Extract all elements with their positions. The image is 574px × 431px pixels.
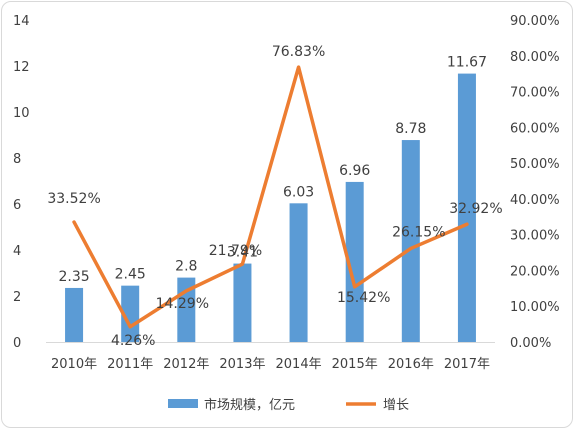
line-data-label: 76.83% (272, 44, 325, 60)
bar (65, 287, 84, 342)
bar (289, 203, 308, 342)
line-data-label: 26.15% (392, 224, 445, 240)
y-left-tick-label: 2 (13, 290, 21, 305)
y-right-tick-label: 90.00% (510, 14, 560, 29)
bar (345, 181, 364, 342)
y-right-tick-label: 80.00% (510, 50, 560, 65)
y-right-tick-label: 0.00% (510, 336, 551, 351)
y-right-tick-label: 70.00% (510, 86, 560, 101)
y-right-tick-label: 60.00% (510, 121, 560, 136)
line-data-label: 21.79% (209, 243, 262, 259)
y-left-tick-label: 14 (13, 14, 30, 29)
bar (457, 73, 476, 342)
x-tick-label: 2016年 (388, 357, 434, 372)
line-data-label: 15.42% (337, 290, 390, 306)
y-left-tick-label: 6 (13, 198, 21, 213)
y-left-tick-label: 8 (13, 152, 21, 167)
legend-label-bar: 市场规模，亿元 (204, 397, 295, 413)
bar-data-label: 2.35 (58, 269, 89, 285)
y-right-tick-label: 10.00% (510, 300, 560, 315)
y-right-tick-label: 50.00% (510, 157, 560, 172)
x-tick-label: 2011年 (107, 357, 153, 372)
line-data-label: 32.92% (449, 201, 502, 217)
line-data-label: 33.52% (47, 191, 100, 207)
x-tick-label: 2013年 (219, 357, 265, 372)
x-tick-label: 2015年 (332, 357, 378, 372)
x-tick-label: 2017年 (444, 357, 490, 372)
bar (233, 263, 252, 342)
bar-data-label: 2.8 (175, 259, 197, 275)
y-left-tick-label: 0 (13, 336, 21, 351)
y-right-tick-label: 30.00% (510, 229, 560, 244)
bar-data-label: 3.41 (227, 245, 258, 261)
bar-data-label: 6.96 (339, 163, 370, 179)
y-right-tick-label: 20.00% (510, 264, 560, 279)
bar (401, 140, 420, 342)
bar-data-label: 8.78 (395, 121, 426, 137)
bar-data-label: 6.03 (283, 184, 314, 200)
line-data-label: 14.29% (156, 296, 209, 312)
x-tick-label: 2010年 (51, 357, 97, 372)
bar-data-label: 11.67 (447, 55, 487, 71)
legend-label-line: 增长 (383, 398, 409, 413)
legend-swatch-bar (168, 399, 198, 408)
y-left-tick-label: 12 (13, 60, 30, 75)
y-left-tick-label: 10 (13, 106, 30, 121)
bar (121, 285, 140, 342)
x-tick-label: 2014年 (276, 357, 322, 372)
line-data-label: 4.26% (111, 333, 155, 349)
y-right-tick-label: 40.00% (510, 193, 560, 208)
y-left-tick-label: 4 (13, 244, 21, 259)
growth-line (72, 65, 469, 329)
x-tick-label: 2012年 (163, 357, 209, 372)
bar-data-label: 2.45 (115, 267, 146, 283)
